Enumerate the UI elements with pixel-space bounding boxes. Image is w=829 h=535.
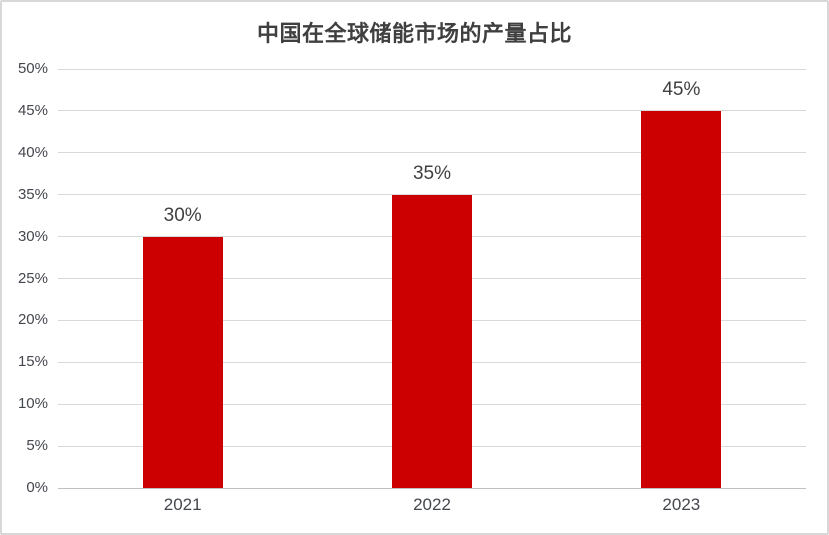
x-axis-label: 2023 — [662, 495, 701, 514]
bar-2022 — [392, 194, 472, 488]
gridline — [58, 110, 806, 112]
chart-title: 中国在全球储能市场的产量占比 — [256, 21, 572, 46]
gridline — [58, 194, 806, 196]
y-tick-label: 5% — [26, 437, 48, 455]
x-axis-line — [58, 487, 806, 489]
y-tick-label: 35% — [17, 185, 48, 203]
bar-value-label: 45% — [662, 78, 701, 100]
y-tick-label: 25% — [17, 269, 48, 287]
bar-2023 — [641, 110, 722, 488]
x-axis-label: 2022 — [413, 495, 451, 514]
y-axis-labels: 0% 5% 10% 15% 20% 25% 30% 35% 40% 45% 50% — [2, 61, 48, 496]
y-tick-label: 40% — [17, 143, 48, 161]
gridline — [58, 152, 806, 154]
bar-value-label: 30% — [163, 204, 202, 226]
bar-value-label: 35% — [412, 162, 452, 184]
y-tick-label: 15% — [17, 353, 48, 371]
y-tick-label: 20% — [17, 311, 48, 329]
x-axis-label: 2021 — [163, 495, 202, 514]
bar-2021 — [142, 236, 223, 488]
y-tick-label: 45% — [17, 101, 48, 119]
plot-area: 30% 35% 45% — [58, 68, 806, 489]
y-tick-label: 50% — [17, 60, 48, 77]
y-tick-label: 30% — [17, 227, 48, 245]
y-tick-label: 10% — [17, 395, 48, 413]
x-axis-labels: 2021 2022 2023 — [58, 495, 806, 517]
gridline — [58, 68, 806, 70]
y-tick-label: 0% — [26, 479, 48, 496]
